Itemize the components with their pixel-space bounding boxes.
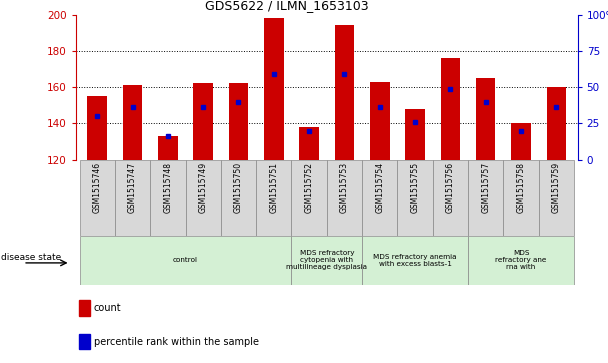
Text: GSM1515750: GSM1515750: [234, 162, 243, 213]
Text: GSM1515757: GSM1515757: [482, 162, 490, 213]
Text: disease state: disease state: [1, 253, 61, 262]
Bar: [299, 127, 319, 160]
Bar: [398, 160, 433, 236]
Bar: [229, 83, 248, 160]
Text: GSM1515753: GSM1515753: [340, 162, 349, 213]
Bar: [193, 83, 213, 160]
Bar: [335, 25, 354, 160]
Text: MDS
refractory ane
rna with: MDS refractory ane rna with: [496, 250, 547, 270]
Title: GDS5622 / ILMN_1653103: GDS5622 / ILMN_1653103: [205, 0, 368, 12]
Bar: [476, 78, 496, 160]
Text: MDS refractory
cytopenia with
multilineage dysplasia: MDS refractory cytopenia with multilinea…: [286, 250, 367, 270]
Text: GSM1515751: GSM1515751: [269, 162, 278, 213]
Text: GSM1515755: GSM1515755: [410, 162, 420, 213]
Bar: [468, 160, 503, 236]
Text: GSM1515749: GSM1515749: [199, 162, 208, 213]
Bar: [441, 58, 460, 160]
Bar: [327, 160, 362, 236]
Text: GSM1515759: GSM1515759: [552, 162, 561, 213]
Text: percentile rank within the sample: percentile rank within the sample: [94, 337, 258, 347]
Bar: [362, 236, 468, 285]
Bar: [221, 160, 256, 236]
Text: GSM1515752: GSM1515752: [305, 162, 314, 213]
Bar: [256, 160, 291, 236]
Bar: [264, 18, 283, 160]
Text: GSM1515748: GSM1515748: [164, 162, 172, 213]
Bar: [185, 160, 221, 236]
Text: GSM1515758: GSM1515758: [517, 162, 525, 213]
Bar: [80, 160, 115, 236]
Bar: [362, 160, 398, 236]
Text: GSM1515754: GSM1515754: [375, 162, 384, 213]
Bar: [158, 136, 178, 160]
Bar: [115, 160, 150, 236]
Bar: [78, 301, 89, 316]
Bar: [370, 82, 390, 160]
Text: GSM1515746: GSM1515746: [92, 162, 102, 213]
Bar: [123, 85, 142, 160]
Bar: [80, 236, 291, 285]
Bar: [150, 160, 185, 236]
Text: MDS refractory anemia
with excess blasts-1: MDS refractory anemia with excess blasts…: [373, 254, 457, 267]
Bar: [539, 160, 574, 236]
Text: GSM1515747: GSM1515747: [128, 162, 137, 213]
Bar: [78, 334, 89, 349]
Bar: [433, 160, 468, 236]
Bar: [88, 96, 107, 160]
Text: count: count: [94, 303, 121, 313]
Bar: [291, 160, 327, 236]
Bar: [406, 109, 425, 160]
Text: control: control: [173, 257, 198, 264]
Bar: [511, 123, 531, 160]
Bar: [503, 160, 539, 236]
Text: GSM1515756: GSM1515756: [446, 162, 455, 213]
Bar: [468, 236, 574, 285]
Bar: [291, 236, 362, 285]
Bar: [547, 87, 566, 160]
